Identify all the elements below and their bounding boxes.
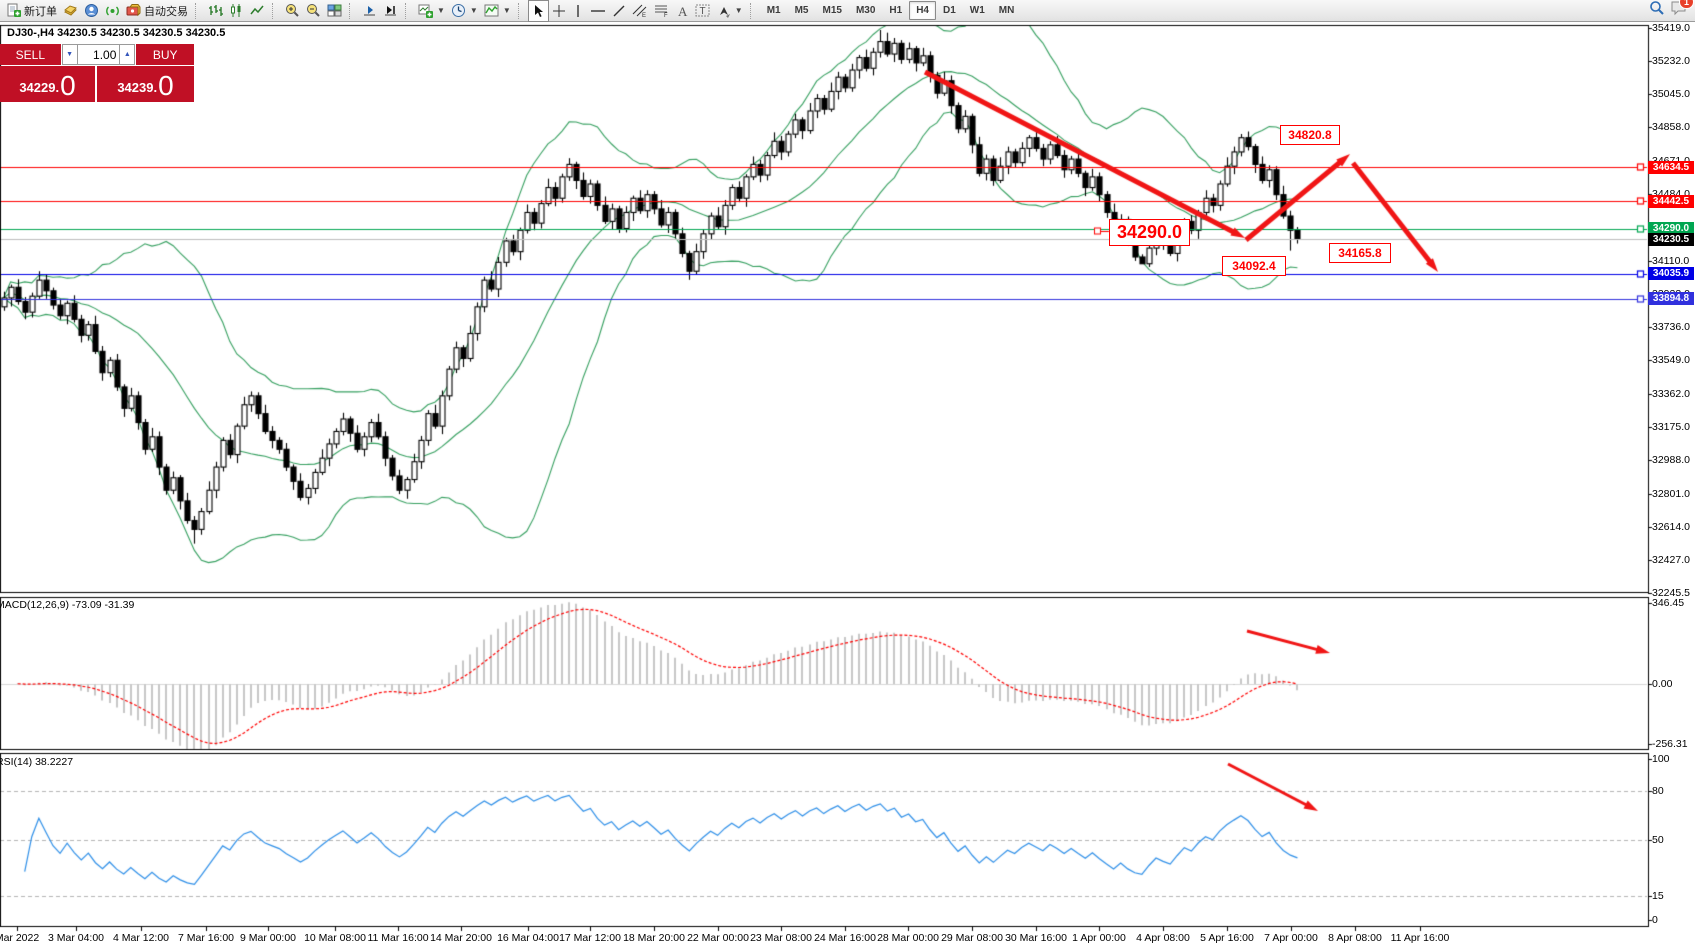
svg-text:A: A [678,4,688,18]
fibonacci-icon: F [654,5,668,18]
search-button[interactable] [1649,0,1665,21]
profile-icon [85,4,98,17]
channel-tool[interactable]: E [629,1,651,21]
trendline-tool[interactable] [609,1,629,21]
market-watch-button[interactable] [60,1,81,21]
ohlc-bars-icon [209,5,223,16]
sell-button[interactable]: SELL [0,44,62,65]
text-label-tool[interactable]: T [692,1,714,21]
caret-down-icon: ▼ [734,6,743,15]
volume-decrease-button[interactable]: ▼ [61,44,78,65]
vertical-line-icon [577,4,579,17]
auto-scroll-icon [364,6,375,16]
text-a-icon: A [678,4,688,18]
crosshair-icon [552,4,565,17]
caret-down-icon: ▼ [502,6,511,15]
profile-button[interactable] [81,1,102,21]
new-order-label: 新订单 [24,5,57,18]
new-chart-icon [418,4,433,18]
new-chart-dropdown[interactable]: ▼ [415,1,448,21]
sell-price: 34229. [19,80,60,95]
timeframe-m15[interactable]: M15 [822,5,842,16]
buy-price: 34239. [117,80,158,95]
symbol-ohlc-line: DJ30-,H4 34230.5 34230.5 34230.5 34230.5 [7,27,226,39]
timeframe-w1[interactable]: W1 [969,5,985,16]
toolbar-separator [517,2,525,19]
auto-scroll-button[interactable] [359,1,380,21]
chart-shift-button[interactable] [380,1,401,21]
timeframe-mn[interactable]: MN [998,5,1015,16]
trendline-icon [613,5,625,16]
zoom-out-button[interactable] [303,1,324,21]
horizontal-line-icon [590,9,605,12]
channel-icon: E [632,4,647,18]
zoom-in-button[interactable] [282,1,303,21]
cursor-tool[interactable] [527,0,549,22]
tile-windows-icon [327,4,342,17]
notifications-button[interactable]: 1 [1671,0,1694,21]
sell-price-tile[interactable]: 34229. 0 [0,66,97,102]
timeframe-h1[interactable]: H1 [889,5,903,16]
indicators-icon [484,4,499,17]
volume-increase-button[interactable]: ▲ [119,44,136,65]
toolbar-separator [405,2,412,19]
toolbar-separator [749,2,757,19]
top-toolbar: 新订单 自动交易 ▼ ▼ [0,0,1695,22]
search-icon [1650,1,1664,15]
signal-icon [106,6,119,16]
new-order-button[interactable]: 新订单 [3,1,60,21]
line-chart-button[interactable] [247,1,268,21]
line-chart-icon [250,5,264,15]
candlestick-chart-button[interactable] [226,1,247,21]
buy-button[interactable]: BUY [135,44,194,65]
gold-box-icon [64,5,77,16]
text-tool[interactable]: A [673,1,692,21]
sell-price-big-digit: 0 [60,70,76,101]
timeframe-m30[interactable]: M30 [855,5,876,16]
autotrade-button[interactable]: 自动交易 [123,1,191,21]
toolbar-separator [272,2,279,19]
bar-chart-button[interactable] [205,1,226,21]
autotrade-label: 自动交易 [144,5,188,18]
caret-down-icon: ▼ [469,6,478,15]
period-dropdown[interactable]: ▼ [448,1,481,21]
toolbar-separator [349,2,356,19]
autotrade-icon [126,4,141,17]
candles-icon [231,4,241,17]
text-label-icon: T [695,4,710,17]
signals-button[interactable] [102,1,123,21]
new-order-icon [7,3,21,17]
tile-windows-button[interactable] [324,1,345,21]
timeframe-h4[interactable]: H4 [909,1,936,20]
volume-input[interactable]: 1.00 [77,44,120,65]
arrow-objects-icon [719,6,730,18]
arrows-dropdown[interactable]: ▼ [714,1,746,21]
horizontal-line-tool[interactable] [587,1,609,21]
indicators-dropdown[interactable]: ▼ [481,1,514,21]
buy-price-big-digit: 0 [158,70,174,101]
chart-shift-icon [385,6,396,16]
clock-icon [451,4,465,17]
crosshair-tool[interactable] [549,1,569,21]
one-click-trading-panel: SELL ▼ 1.00 ▲ BUY 34229. 0 34239. 0 [0,44,194,102]
zoom-in-icon [286,4,299,17]
timeframe-m1[interactable]: M1 [766,5,781,16]
timeframe-d1[interactable]: D1 [943,5,956,16]
timeframe-m5[interactable]: M5 [794,5,809,16]
svg-text:E: E [642,13,646,18]
unread-badge: 1 [1678,0,1694,9]
svg-text:F: F [664,13,668,18]
toolbar-separator [195,2,202,19]
buy-price-tile[interactable]: 34239. 0 [97,66,194,102]
zoom-out-icon [307,4,320,17]
caret-down-icon: ▼ [437,6,445,15]
cursor-icon [534,4,543,17]
fibonacci-tool[interactable]: F [651,1,673,21]
svg-text:T: T [699,6,705,17]
vertical-line-tool[interactable] [569,1,587,21]
